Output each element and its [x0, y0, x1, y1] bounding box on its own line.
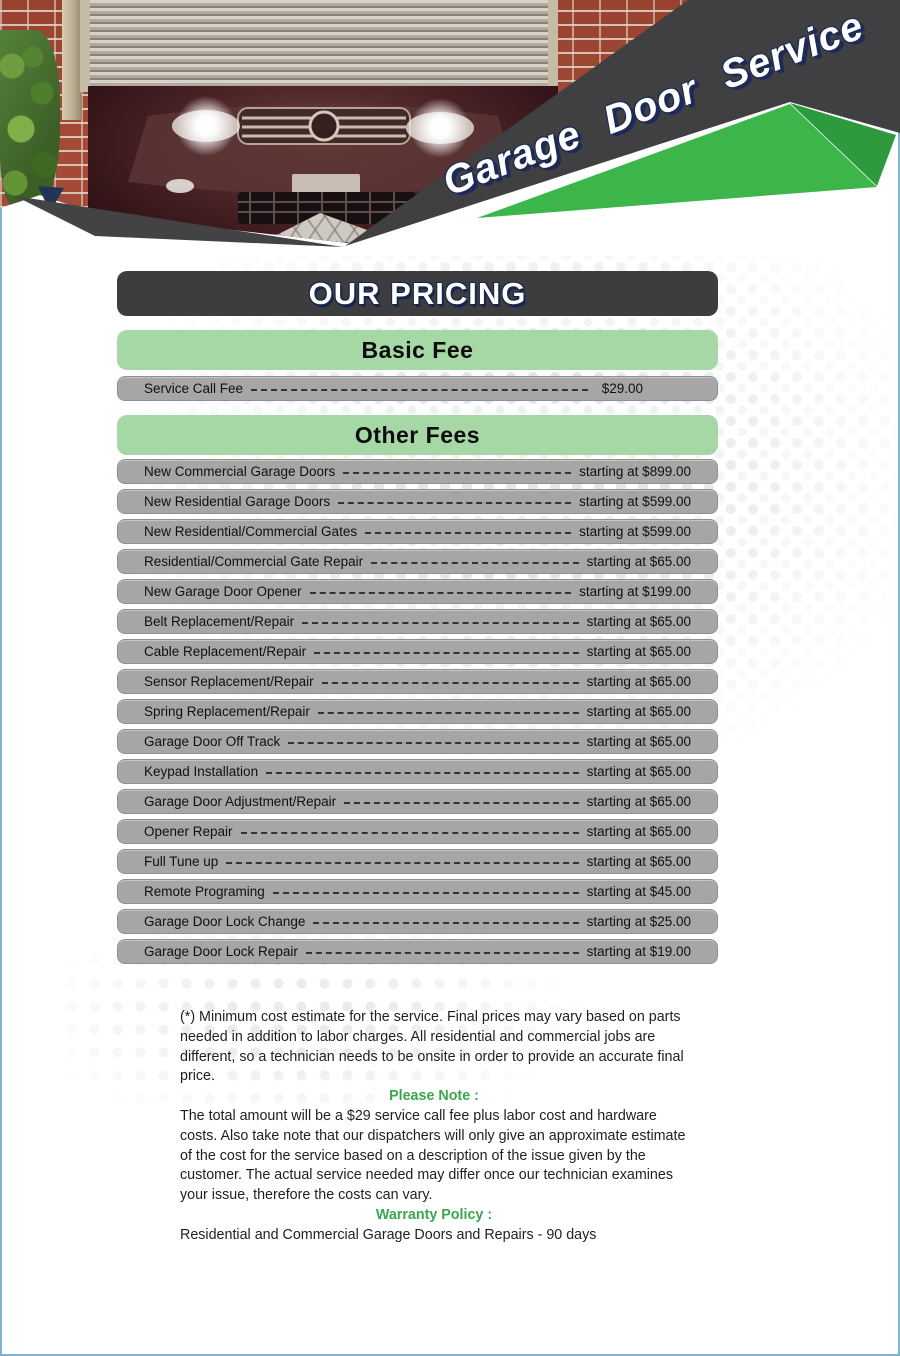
fee-price: starting at $65.00 [586, 704, 691, 719]
hero-banner: Garage Door Service [0, 0, 900, 250]
fee-label: Full Tune up [144, 854, 219, 869]
fee-price: starting at $899.00 [579, 464, 691, 479]
fee-label: Belt Replacement/Repair [144, 614, 295, 629]
fee-price: starting at $65.00 [586, 734, 691, 749]
door-frame-pillar [62, 0, 82, 120]
warranty-policy-body: Residential and Commercial Garage Doors … [180, 1226, 597, 1243]
fee-label: Residential/Commercial Gate Repair [144, 554, 364, 569]
roll-up-garage-door [80, 0, 558, 92]
fee-row: New Residential/Commercial Gates startin… [117, 519, 718, 544]
ivy-foliage [0, 30, 60, 210]
dash-leader [365, 531, 572, 534]
fee-row: New Residential Garage Doors starting at… [117, 489, 718, 514]
dash-leader [288, 741, 579, 744]
fee-price: starting at $65.00 [586, 854, 691, 869]
dash-leader [344, 801, 579, 804]
dash-leader [371, 561, 579, 564]
dash-leader [317, 711, 579, 714]
fee-label: Garage Door Off Track [144, 734, 281, 749]
fee-label: Keypad Installation [144, 764, 259, 779]
fee-row: Garage Door Off Track starting at $65.00 [117, 729, 718, 754]
dash-leader [305, 951, 579, 954]
fee-price: starting at $65.00 [586, 614, 691, 629]
dash-leader [343, 471, 572, 474]
please-note-heading: Please Note : [389, 1088, 479, 1105]
please-note-body: The total amount will be a $29 service c… [180, 1107, 686, 1204]
fee-price: starting at $599.00 [579, 524, 691, 539]
disclaimer-text: (*) Minimum cost estimate for the servic… [180, 1009, 684, 1085]
other-fees-rows: New Commercial Garage Doors starting at … [117, 459, 718, 964]
fee-row: New Garage Door Opener starting at $199.… [117, 579, 718, 604]
dash-leader [226, 861, 579, 864]
fee-label: Garage Door Lock Repair [144, 944, 298, 959]
dash-leader [272, 891, 579, 894]
fee-label: Opener Repair [144, 824, 233, 839]
fee-row: Spring Replacement/Repair starting at $6… [117, 699, 718, 724]
fee-label: Cable Replacement/Repair [144, 644, 307, 659]
fee-label: Sensor Replacement/Repair [144, 674, 314, 689]
fee-price: starting at $65.00 [586, 824, 691, 839]
other-fees-heading: Other Fees [354, 421, 481, 448]
fee-price: starting at $199.00 [579, 584, 691, 599]
notes-section: (*) Minimum cost estimate for the servic… [180, 1008, 688, 1246]
other-fees-heading-bar: Other Fees [117, 415, 718, 455]
fee-label: Service Call Fee [144, 381, 244, 396]
warranty-policy-heading: Warranty Policy : [375, 1206, 493, 1223]
pricing-title: OUR PRICING [308, 275, 527, 311]
fee-row: Cable Replacement/Repair starting at $65… [117, 639, 718, 664]
fee-price: $29.00 [601, 381, 643, 396]
dash-leader [338, 501, 572, 504]
dash-leader [266, 771, 579, 774]
fee-price: starting at $65.00 [586, 554, 691, 569]
fee-row: Service Call Fee $29.00 [117, 376, 718, 401]
fee-price: starting at $45.00 [586, 884, 691, 899]
fee-row: New Commercial Garage Doors starting at … [117, 459, 718, 484]
dash-leader [309, 591, 572, 594]
dash-leader [302, 621, 579, 624]
basic-fee-heading: Basic Fee [361, 336, 474, 363]
fee-price: starting at $65.00 [586, 764, 691, 779]
pricing-title-bar: OUR PRICING [117, 271, 718, 316]
dash-leader [321, 681, 579, 684]
fee-row: Residential/Commercial Gate Repair start… [117, 549, 718, 574]
fee-row: Belt Replacement/Repair starting at $65.… [117, 609, 718, 634]
basic-fee-rows: Service Call Fee $29.00 [117, 376, 718, 401]
fee-row: Garage Door Lock Change starting at $25.… [117, 909, 718, 934]
fee-label: New Commercial Garage Doors [144, 464, 336, 479]
fee-label: Garage Door Lock Change [144, 914, 306, 929]
fee-label: Garage Door Adjustment/Repair [144, 794, 337, 809]
fee-price: starting at $19.00 [586, 944, 691, 959]
fee-label: New Residential/Commercial Gates [144, 524, 358, 539]
dash-leader [240, 831, 579, 834]
dash-leader [251, 388, 588, 391]
fee-label: New Residential Garage Doors [144, 494, 331, 509]
fee-row: Remote Programing starting at $45.00 [117, 879, 718, 904]
fee-row: Opener Repair starting at $65.00 [117, 819, 718, 844]
fee-price: starting at $65.00 [586, 674, 691, 689]
pricing-panel: OUR PRICING Basic Fee Service Call Fee $… [117, 271, 718, 969]
dash-leader [313, 921, 579, 924]
fee-row: Garage Door Lock Repair starting at $19.… [117, 939, 718, 964]
basic-fee-heading-bar: Basic Fee [117, 330, 718, 370]
fee-label: Remote Programing [144, 884, 265, 899]
fee-row: Full Tune up starting at $65.00 [117, 849, 718, 874]
fee-price: starting at $65.00 [586, 794, 691, 809]
fee-row: Garage Door Adjustment/Repair starting a… [117, 789, 718, 814]
fee-row: Sensor Replacement/Repair starting at $6… [117, 669, 718, 694]
fee-price: starting at $25.00 [586, 914, 691, 929]
fee-row: Keypad Installation starting at $65.00 [117, 759, 718, 784]
fee-label: Spring Replacement/Repair [144, 704, 310, 719]
fee-price: starting at $65.00 [586, 644, 691, 659]
dash-leader [314, 651, 579, 654]
fee-label: New Garage Door Opener [144, 584, 302, 599]
fee-price: starting at $599.00 [579, 494, 691, 509]
